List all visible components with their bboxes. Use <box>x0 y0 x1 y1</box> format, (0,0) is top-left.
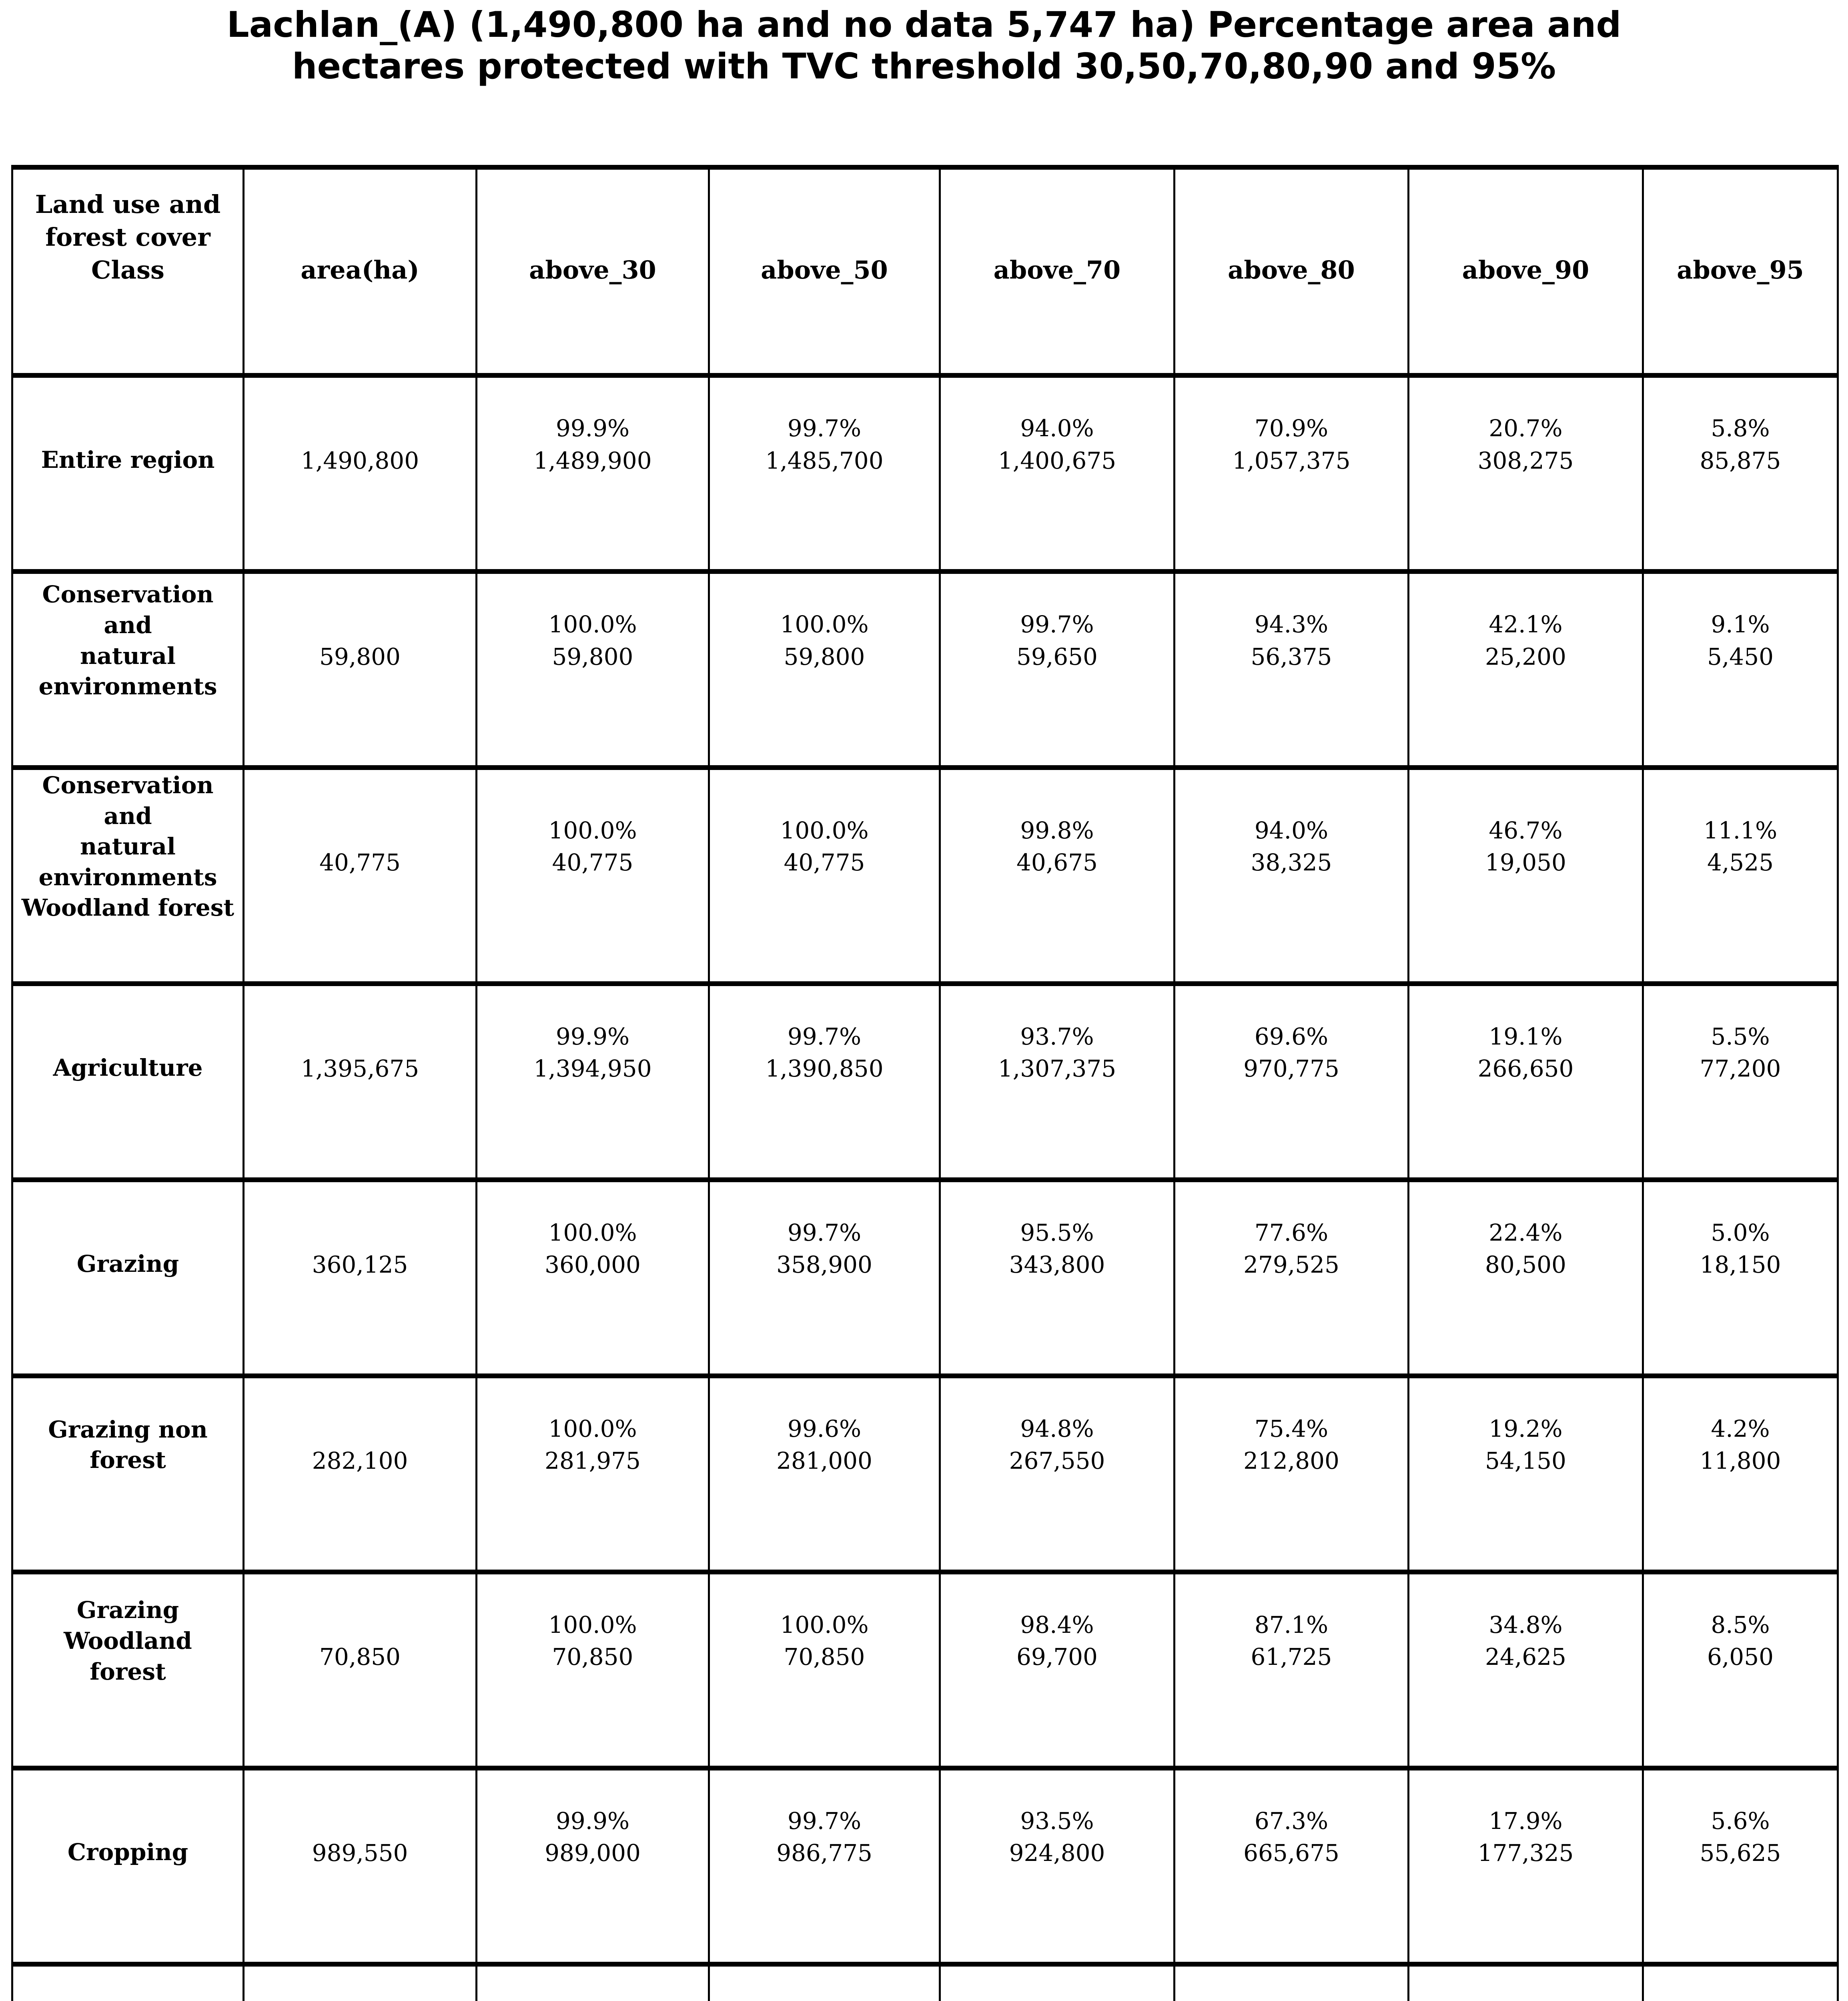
table-row: Grazing Woodland forest 70,850 100.0% 70,… <box>11 1569 1839 1770</box>
value-cell: 8.5% 6,050 <box>1642 1569 1839 1770</box>
value-cell: 22.4% 80,500 <box>1407 1177 1644 1378</box>
table-row: Conservation and natural environments 59… <box>11 569 1839 770</box>
value-cell: 19.2% 8,825 <box>1407 1961 1644 2001</box>
row-label: Grazing <box>11 1177 245 1378</box>
value-cell: 46.7% 19,050 <box>1407 765 1644 986</box>
area-cell: 282,100 <box>243 1373 477 1574</box>
value-cell: 34.8% 24,625 <box>1407 1569 1644 1770</box>
value-cell: 99.9% 989,000 <box>475 1765 710 1967</box>
value-cell: 93.5% 924,800 <box>939 1765 1175 1967</box>
value-cell: 94.0% 1,400,675 <box>939 373 1175 574</box>
value-cell: 100.0% 70,850 <box>475 1569 710 1770</box>
area-cell: 59,800 <box>243 569 477 770</box>
value-cell: 87.1% 61,725 <box>1173 1569 1409 1770</box>
value-cell: 20.7% 308,275 <box>1407 373 1644 574</box>
row-label: Grazing non forest <box>11 1373 245 1574</box>
data-table: Land use and forest cover Class area(ha)… <box>11 165 1839 2001</box>
table-row: Entire region 1,490,800 99.9% 1,489,900 99… <box>11 373 1839 574</box>
value-cell: 19.2% 54,150 <box>1407 1373 1644 1574</box>
area-cell: 70,850 <box>243 1569 477 1770</box>
row-label: Agriculture <box>11 981 245 1182</box>
value-cell: 55.6% 25,575 <box>1173 1961 1409 2001</box>
report-title: Lachlan_(A) (1,490,800 ha and no data 5,… <box>226 4 1622 87</box>
value-cell: 9.1% 5,450 <box>1642 569 1839 770</box>
row-label: Entire region <box>11 373 245 574</box>
value-cell: 75.4% 212,800 <box>1173 1373 1409 1574</box>
area-cell: 46,000 <box>243 1961 477 2001</box>
value-cell: 99.9% 1,489,900 <box>475 373 710 574</box>
row-label: Conservation and natural environments <box>11 569 245 770</box>
value-cell: 99.9% 45,950 <box>475 1961 710 2001</box>
header-cell: above_30 <box>475 165 710 378</box>
row-label: Grazing Woodland forest <box>11 1569 245 1770</box>
value-cell: 100.0% 281,975 <box>475 1373 710 1574</box>
table-row: Grazing 360,125 100.0% 360,000 99.7% 358,9… <box>11 1177 1839 1378</box>
area-cell: 1,395,675 <box>243 981 477 1182</box>
value-cell: 99.8% 40,675 <box>939 765 1175 986</box>
value-cell: 100.0% 59,800 <box>475 569 710 770</box>
value-cell: 67.3% 665,675 <box>1173 1765 1409 1967</box>
value-cell: 93.7% 1,307,375 <box>939 981 1175 1182</box>
table-row: Conservation and natural environments Wo… <box>11 765 1839 986</box>
row-label: Conservation and natural environments Wo… <box>11 765 245 986</box>
header-cell: above_90 <box>1407 165 1644 378</box>
value-cell: 94.8% 267,550 <box>939 1373 1175 1574</box>
value-cell: 99.7% 986,775 <box>708 1765 941 1967</box>
header-cell: above_70 <box>939 165 1175 378</box>
value-cell: 99.9% 1,394,950 <box>475 981 710 1182</box>
table-row: Cropping 989,550 99.9% 989,000 99.7% 986,7… <box>11 1765 1839 1967</box>
value-cell: 70.9% 1,057,375 <box>1173 373 1409 574</box>
header-cell: above_80 <box>1173 165 1409 378</box>
value-cell: 11.1% 4,525 <box>1642 765 1839 986</box>
value-cell: 99.7% 1,390,850 <box>708 981 941 1182</box>
header-cell: area(ha) <box>243 165 477 378</box>
header-cell: Land use and forest cover Class <box>11 165 245 378</box>
value-cell: 5.5% 77,200 <box>1642 981 1839 1182</box>
value-cell: 5.8% 85,875 <box>1642 373 1839 574</box>
area-cell: 360,125 <box>243 1177 477 1378</box>
table-row: Agriculture 1,395,675 99.9% 1,394,950 99.7… <box>11 981 1839 1182</box>
value-cell: 19.1% 266,650 <box>1407 981 1644 1182</box>
table-header-row: Land use and forest cover Class area(ha)… <box>11 165 1839 378</box>
header-cell: above_50 <box>708 165 941 378</box>
area-cell: 989,550 <box>243 1765 477 1967</box>
row-label: Cropping <box>11 1765 245 1967</box>
value-cell: 98.4% 69,700 <box>939 1569 1175 1770</box>
value-cell: 99.7% 1,485,700 <box>708 373 941 574</box>
value-cell: 5.0% 18,150 <box>1642 1177 1839 1378</box>
area-cell: 40,775 <box>243 765 477 986</box>
value-cell: 84.3% 38,775 <box>939 1961 1175 2001</box>
value-cell: 94.0% 38,325 <box>1173 765 1409 986</box>
value-cell: 100.0% 59,800 <box>708 569 941 770</box>
value-cell: 95.5% 343,800 <box>939 1177 1175 1378</box>
value-cell: 99.6% 281,000 <box>708 1373 941 1574</box>
value-cell: 100.0% 40,775 <box>475 765 710 986</box>
value-cell: 99.7% 358,900 <box>708 1177 941 1378</box>
value-cell: 69.6% 970,775 <box>1173 981 1409 1182</box>
value-cell: 94.3% 56,375 <box>1173 569 1409 770</box>
value-cell: 17.9% 177,325 <box>1407 1765 1644 1967</box>
value-cell: 42.1% 25,200 <box>1407 569 1644 770</box>
value-cell: 4.2% 11,800 <box>1642 1373 1839 1574</box>
value-cell: 100.0% 70,850 <box>708 1569 941 1770</box>
area-cell: 1,490,800 <box>243 373 477 574</box>
header-cell: above_95 <box>1642 165 1839 378</box>
value-cell: 77.6% 279,525 <box>1173 1177 1409 1378</box>
value-cell: 7.4% 3,425 <box>1642 1961 1839 2001</box>
value-cell: 98.2% 45,175 <box>708 1961 941 2001</box>
value-cell: 99.7% 59,650 <box>939 569 1175 770</box>
value-cell: 100.0% 40,775 <box>708 765 941 986</box>
value-cell: 100.0% 360,000 <box>475 1177 710 1378</box>
value-cell: 5.6% 55,625 <box>1642 1765 1839 1967</box>
row-label: Irrigation <box>11 1961 245 2001</box>
table-row: Grazing non forest 282,100 100.0% 281,975… <box>11 1373 1839 1574</box>
